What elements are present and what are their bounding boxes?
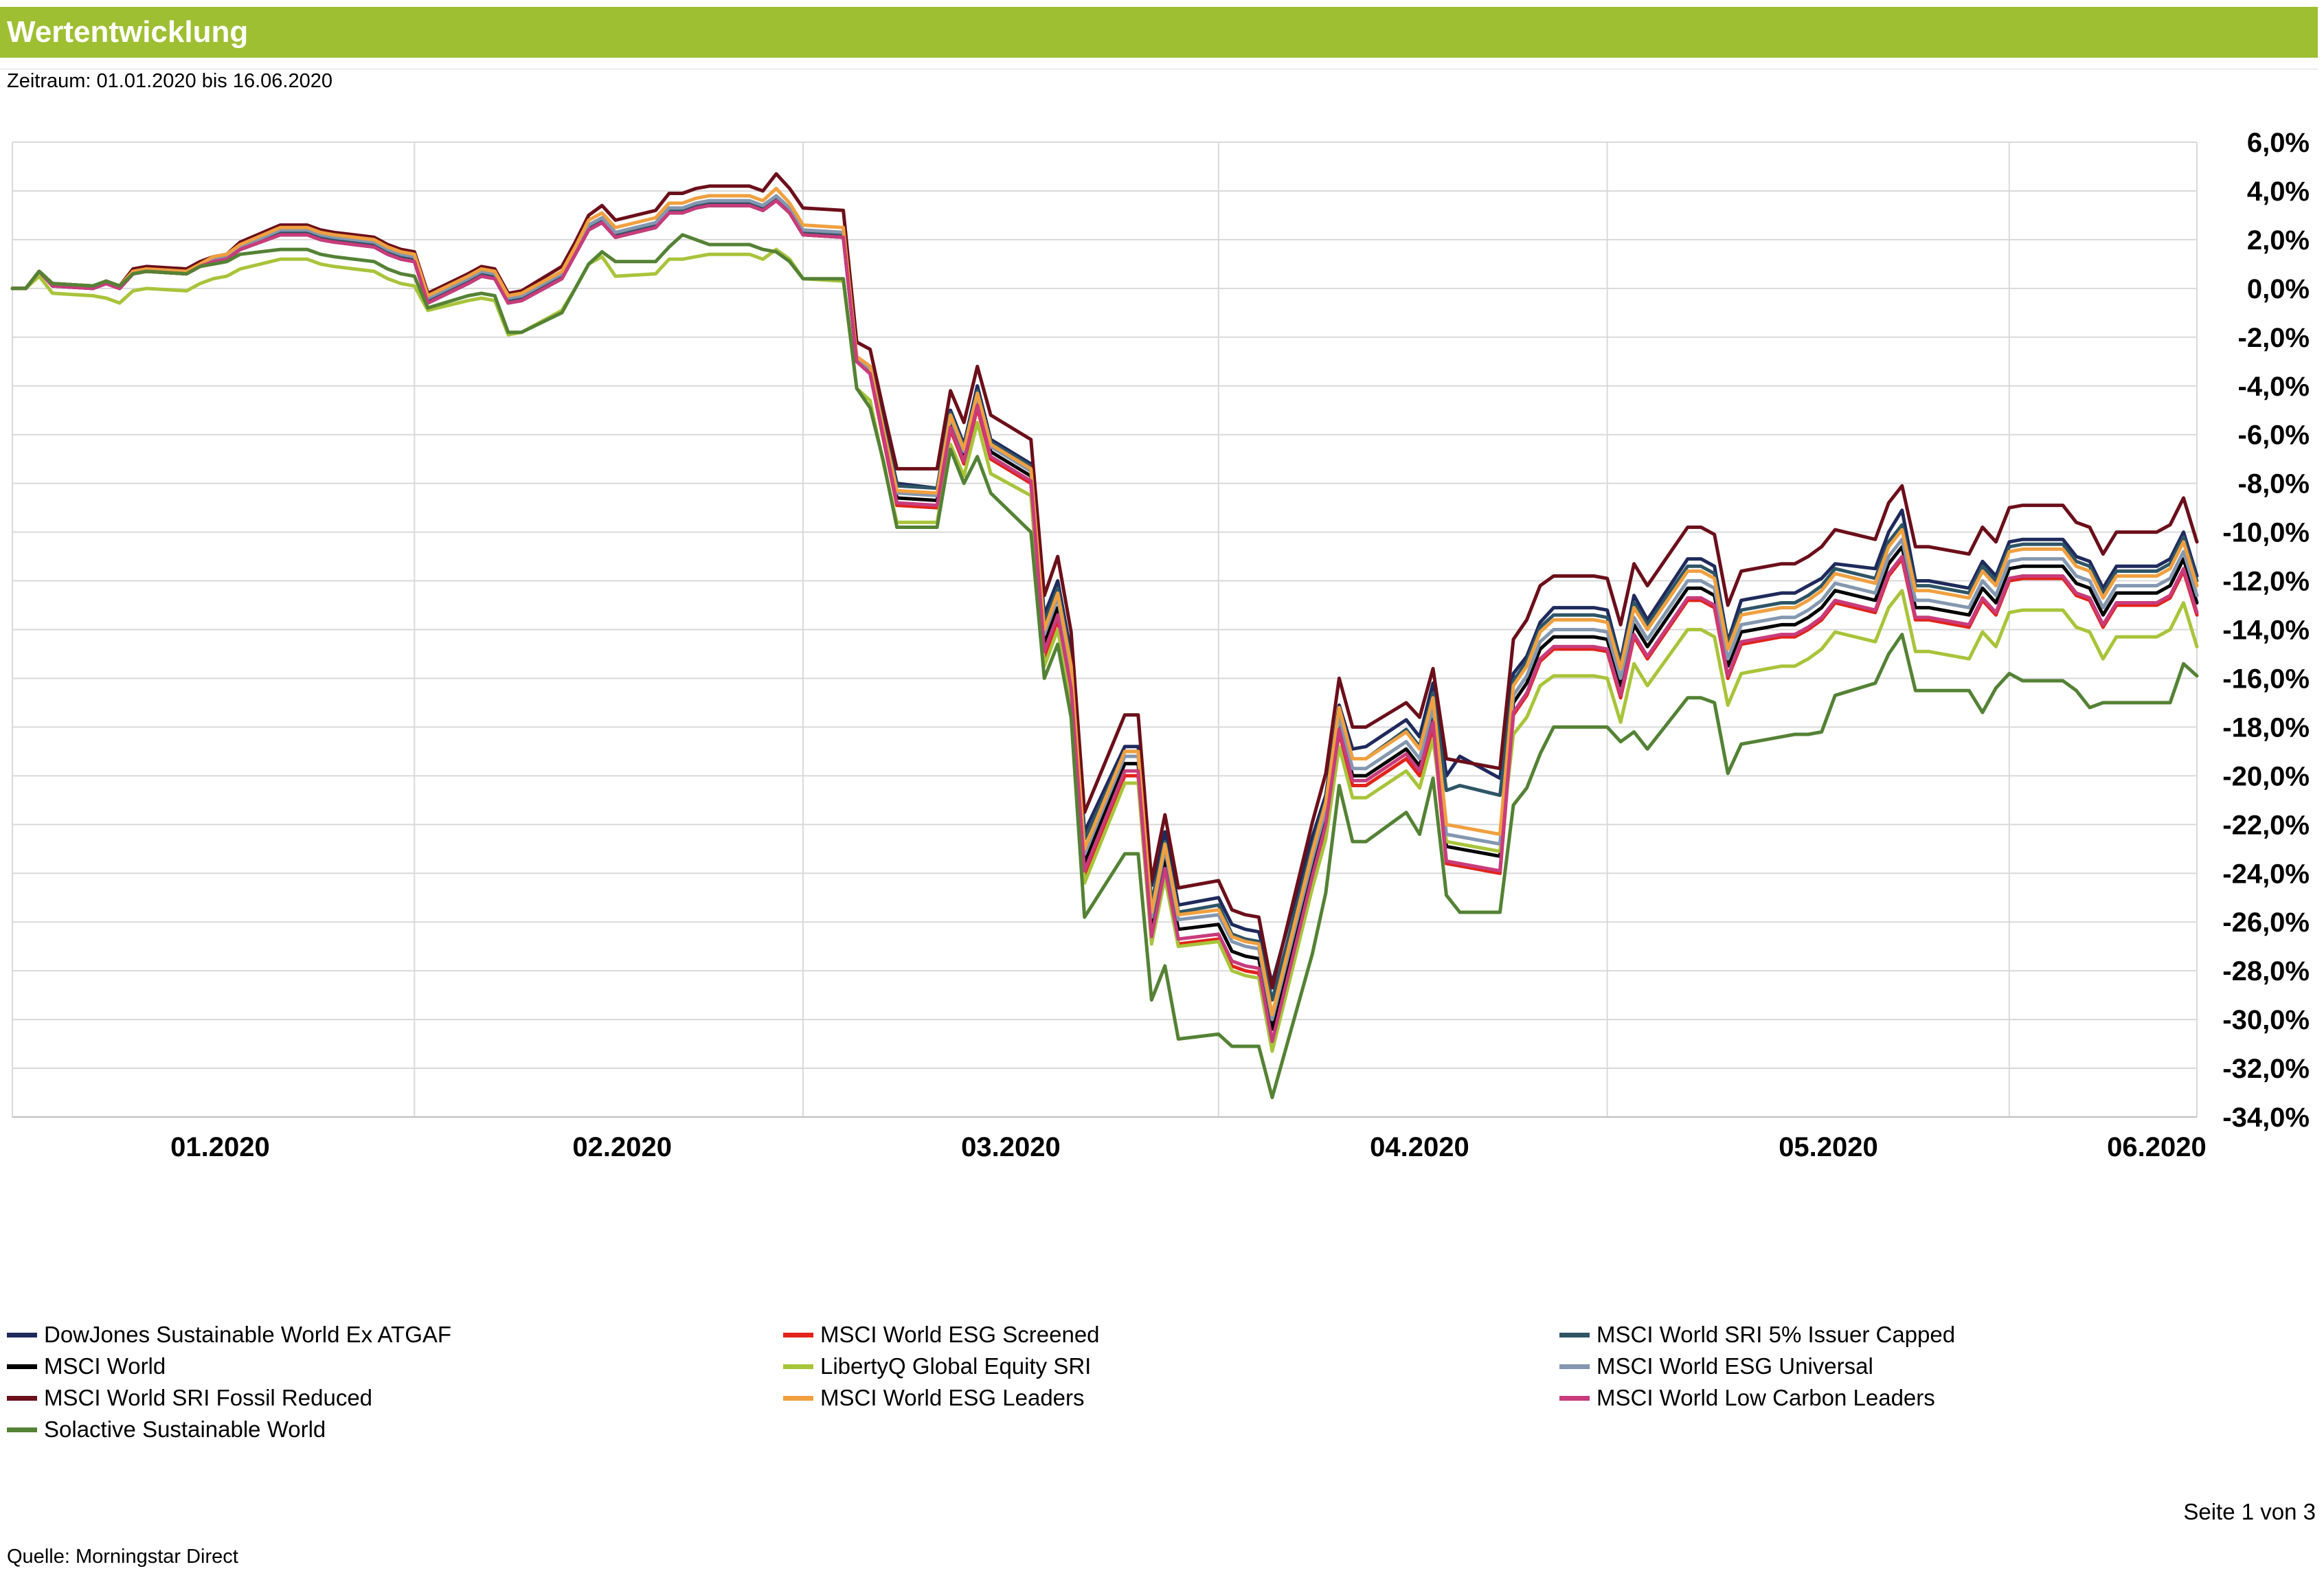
legend-item: DowJones Sustainable World Ex ATGAF (7, 1322, 451, 1348)
legend-swatch (1559, 1364, 1590, 1369)
y-tick-label: -8,0% (2238, 469, 2310, 499)
legend-swatch (7, 1364, 37, 1369)
x-tick-label: 06.2020 (2107, 1132, 2207, 1162)
legend-label: MSCI World ESG Screened (820, 1322, 1100, 1347)
series-line-6 (10, 194, 2199, 1021)
y-tick-label: -14,0% (2222, 616, 2310, 646)
legend-item: MSCI World SRI 5% Issuer Capped (1559, 1322, 1955, 1348)
legend-label: MSCI World Low Carbon Leaders (1597, 1385, 1935, 1410)
series-line-10 (10, 233, 2199, 1100)
page-title: Wertentwicklung (7, 15, 249, 49)
legend-item: MSCI World SRI Fossil Reduced (7, 1385, 372, 1411)
legend-label: MSCI World SRI Fossil Reduced (44, 1385, 373, 1410)
y-tick-label: 6,0% (2247, 128, 2310, 158)
y-tick-label: -6,0% (2238, 420, 2310, 451)
y-tick-label: -30,0% (2222, 1005, 2310, 1035)
y-tick-label: -20,0% (2222, 761, 2310, 791)
y-tick-label: -34,0% (2222, 1103, 2310, 1133)
legend-item: MSCI World (7, 1353, 166, 1379)
y-tick-label: -32,0% (2222, 1054, 2310, 1084)
x-tick-label: 01.2020 (170, 1132, 270, 1162)
legend-swatch (7, 1332, 37, 1337)
x-tick-label: 03.2020 (961, 1132, 1061, 1162)
legend-label: DowJones Sustainable World Ex ATGAF (44, 1322, 452, 1347)
series-line-7 (10, 172, 2199, 990)
x-tick-label: 05.2020 (1779, 1132, 1878, 1162)
legend-swatch (783, 1395, 813, 1401)
series-line-9 (10, 199, 2199, 1043)
legend-item: MSCI World Low Carbon Leaders (1559, 1385, 1935, 1411)
legend-label: MSCI World ESG Universal (1597, 1353, 1873, 1379)
legend-label: MSCI World SRI 5% Issuer Capped (1597, 1322, 1956, 1347)
legend-swatch (1559, 1332, 1590, 1337)
x-tick-label: 02.2020 (572, 1132, 672, 1162)
legend-item: LibertyQ Global Equity SRI (783, 1353, 1091, 1379)
y-tick-label: -26,0% (2222, 907, 2310, 938)
y-tick-label: -28,0% (2222, 956, 2310, 986)
y-tick-label: -12,0% (2222, 567, 2310, 597)
y-tick-label: -4,0% (2238, 372, 2310, 402)
legend-item: MSCI World ESG Universal (1559, 1353, 1873, 1379)
series-line-5 (10, 247, 2199, 1053)
y-tick-label: -18,0% (2222, 712, 2310, 743)
source-note: Quelle: Morningstar Direct (7, 1546, 238, 1568)
legend-item: MSCI World ESG Screened (783, 1322, 1100, 1348)
y-tick-label: -24,0% (2222, 859, 2310, 889)
y-tick-label: 4,0% (2247, 177, 2310, 207)
y-tick-label: 0,0% (2247, 274, 2310, 304)
legend-label: MSCI World (44, 1353, 166, 1379)
series-line-4 (10, 199, 2199, 1031)
legend-swatch (7, 1395, 37, 1401)
series-line-3 (10, 196, 2199, 1002)
legend-label: LibertyQ Global Equity SRI (820, 1353, 1092, 1379)
title-bar: Wertentwicklung (0, 7, 2318, 58)
y-tick-label: -10,0% (2222, 518, 2310, 548)
legend-swatch (7, 1427, 37, 1432)
legend-item: MSCI World ESG Leaders (783, 1385, 1085, 1411)
performance-chart: 6,0% 4,0% 2,0% 0,0% -2,0% -4,0% -6,0% -8,0% -10,… (10, 128, 2310, 1162)
y-tick-label: -2,0% (2238, 323, 2310, 353)
page-indicator: Seite 1 von 3 (2183, 1499, 2316, 1524)
legend-swatch (1559, 1395, 1590, 1401)
legend-swatch (783, 1332, 813, 1337)
legend-item: Solactive Sustainable World (7, 1416, 326, 1443)
x-tick-label: 04.2020 (1370, 1132, 1469, 1162)
legend-swatch (783, 1364, 813, 1369)
y-tick-label: 2,0% (2247, 225, 2310, 256)
legend-label: MSCI World ESG Leaders (820, 1385, 1085, 1410)
period-label: Zeitraum: 01.01.2020 bis 16.06.2020 (7, 70, 332, 92)
y-tick-label: -16,0% (2222, 664, 2310, 694)
legend-label: Solactive Sustainable World (44, 1416, 326, 1442)
series-line-8 (10, 186, 2199, 1017)
y-tick-label: -22,0% (2222, 810, 2310, 840)
